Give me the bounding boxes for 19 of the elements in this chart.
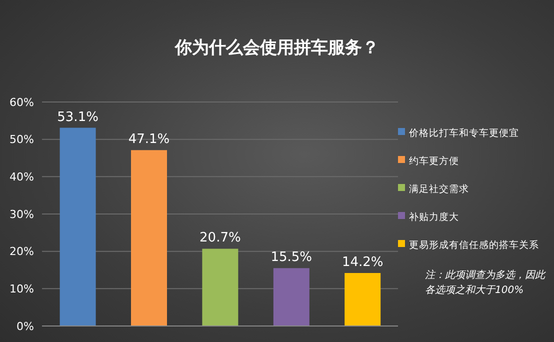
data-label: 20.7% <box>200 230 241 246</box>
legend-label: 满足社交需求 <box>409 184 469 195</box>
legend-label: 更易形成有信任感的搭车关系 <box>409 240 539 251</box>
y-tick-label: 50% <box>10 133 34 146</box>
y-tick-label: 60% <box>10 96 34 109</box>
legend-label: 补贴力度大 <box>409 212 459 223</box>
y-tick-label: 40% <box>10 170 34 184</box>
legend-label: 约车更方便 <box>409 156 459 167</box>
data-label: 47.1% <box>128 132 170 148</box>
y-tick-label: 30% <box>10 208 34 221</box>
data-label: 53.1% <box>57 110 98 125</box>
y-tick-label: 0% <box>16 320 34 333</box>
y-tick-label: 20% <box>10 245 34 258</box>
legend-label: 价格比打车和专车更便宜 <box>409 128 519 139</box>
y-tick-label: 10% <box>10 282 34 296</box>
chart-title: 你为什么会使用拼车服务？ <box>174 37 380 59</box>
text: 注：此项调查为多选，因此各选项之和大于100% <box>425 268 547 298</box>
data-label: 15.5% <box>270 250 312 266</box>
data-label: 14.2% <box>342 254 384 270</box>
